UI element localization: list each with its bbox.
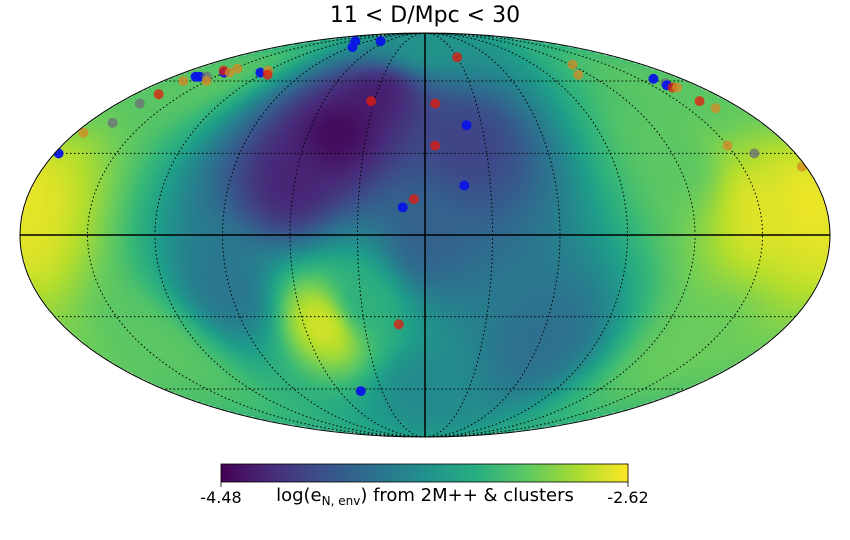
object-point-red (393, 319, 404, 330)
colorbar: -4.48 -2.62 log(eN, env) from 2M++ & clu… (200, 463, 649, 508)
object-point-red (694, 96, 705, 107)
object-point-blue (648, 73, 659, 84)
object-point-gray (107, 117, 118, 128)
chart-title: 11 < D/Mpc < 30 (330, 3, 520, 28)
object-point-orange (710, 103, 721, 114)
object-point-blue (190, 71, 201, 82)
colorbar-max-label: -2.62 (607, 488, 648, 507)
object-point-orange (796, 161, 807, 172)
map-boundary (19, 32, 831, 438)
object-point-blue (355, 386, 366, 397)
object-point-blue (459, 180, 470, 191)
object-point-red (430, 98, 441, 109)
object-point-orange (672, 82, 683, 93)
object-point-gray (134, 98, 145, 109)
colorbar-min-label: -4.48 (200, 488, 241, 507)
colorbar-label-prefix: log(e (276, 485, 322, 506)
object-point-orange (573, 69, 584, 80)
object-point-blue (397, 202, 408, 213)
object-point-blue (375, 36, 386, 47)
object-point-blue (461, 120, 472, 131)
object-point-red (366, 96, 377, 107)
object-point-red (153, 89, 164, 100)
object-point-red (408, 194, 419, 205)
object-point-gray (749, 148, 760, 159)
colorbar-gradient (220, 463, 629, 483)
object-point-orange (201, 76, 212, 86)
colorbar-label-subscript: N, env (322, 494, 361, 508)
object-point-orange (232, 63, 243, 74)
sky-map (19, 32, 831, 438)
object-point-orange (78, 127, 89, 138)
object-point-red (430, 140, 441, 151)
object-point-red (262, 69, 273, 80)
object-point-blue (347, 42, 358, 53)
colorbar-label: log(eN, env) from 2M++ & clusters (276, 485, 574, 508)
object-point-orange (722, 140, 733, 151)
object-point-orange (224, 67, 235, 78)
object-point-orange (178, 76, 189, 86)
object-point-orange (567, 59, 578, 70)
object-point-red (452, 52, 463, 63)
object-points (53, 36, 807, 397)
meridian-line (424, 33, 629, 437)
colorbar-label-suffix: ) from 2M++ & clusters (360, 485, 574, 506)
